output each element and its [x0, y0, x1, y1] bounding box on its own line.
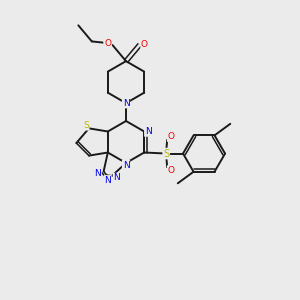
- Text: O: O: [141, 40, 148, 49]
- Text: N: N: [123, 160, 129, 169]
- Text: N: N: [123, 99, 129, 108]
- Text: N: N: [94, 169, 101, 178]
- Text: O: O: [104, 39, 111, 48]
- Text: S: S: [83, 121, 89, 130]
- Text: N: N: [113, 173, 120, 182]
- Text: O: O: [168, 166, 175, 175]
- Text: S: S: [163, 148, 169, 158]
- Text: N: N: [145, 127, 152, 136]
- Text: O: O: [168, 132, 175, 141]
- Text: N: N: [104, 176, 111, 185]
